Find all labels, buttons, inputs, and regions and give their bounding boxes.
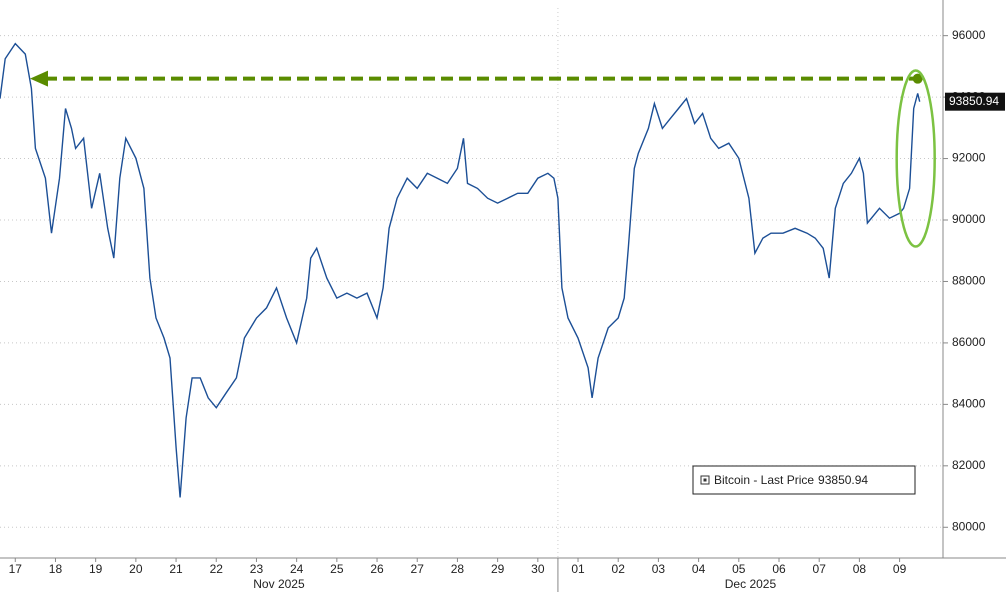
x-tick-label: 27 [411, 562, 425, 576]
x-tick-label: 25 [330, 562, 344, 576]
month-label: Dec 2025 [725, 577, 777, 591]
x-tick-label: 09 [893, 562, 907, 576]
x-tick-label: 29 [491, 562, 505, 576]
x-tick-label: 17 [9, 562, 23, 576]
x-tick-label: 19 [89, 562, 103, 576]
x-tick-label: 30 [531, 562, 545, 576]
x-tick-label: 07 [813, 562, 827, 576]
x-tick-label: 06 [772, 562, 786, 576]
y-tick-label: 86000 [952, 335, 986, 349]
x-tick-label: 18 [49, 562, 63, 576]
x-tick-label: 24 [290, 562, 304, 576]
x-tick-label: 03 [652, 562, 666, 576]
x-tick-label: 02 [612, 562, 626, 576]
month-label: Nov 2025 [253, 577, 305, 591]
x-tick-label: 21 [169, 562, 183, 576]
legend-name: Bitcoin - Last Price [714, 473, 814, 487]
legend-value: 93850.94 [818, 473, 868, 487]
y-tick-label: 82000 [952, 458, 986, 472]
x-tick-label: 28 [451, 562, 465, 576]
last-price-label: 93850.94 [949, 94, 999, 108]
arrow-dot [912, 73, 923, 84]
arrow-head [30, 70, 48, 87]
x-tick-label: 01 [571, 562, 585, 576]
y-tick-label: 90000 [952, 212, 986, 226]
legend-text: Bitcoin - Last Price 93850.94 [714, 473, 868, 487]
price-line [0, 42, 921, 498]
x-tick-label: 22 [210, 562, 224, 576]
legend-box [692, 465, 916, 495]
x-tick-label: 04 [692, 562, 706, 576]
y-tick-label: 92000 [952, 151, 986, 165]
legend-swatch-inner [703, 478, 707, 482]
x-tick-label: 23 [250, 562, 264, 576]
y-tick-label: 96000 [952, 28, 986, 42]
x-tick-label: 08 [853, 562, 867, 576]
last-price-box [945, 92, 1005, 111]
x-tick-label: 05 [732, 562, 746, 576]
y-tick-label: 80000 [952, 519, 986, 533]
legend: Bitcoin - Last Price 93850.94 [692, 465, 916, 495]
y-tick-label: 84000 [952, 397, 986, 411]
highlight-ellipse [895, 69, 936, 248]
x-tick-label: 26 [370, 562, 384, 576]
y-tick-label: 88000 [952, 274, 986, 288]
x-tick-label: 20 [129, 562, 143, 576]
